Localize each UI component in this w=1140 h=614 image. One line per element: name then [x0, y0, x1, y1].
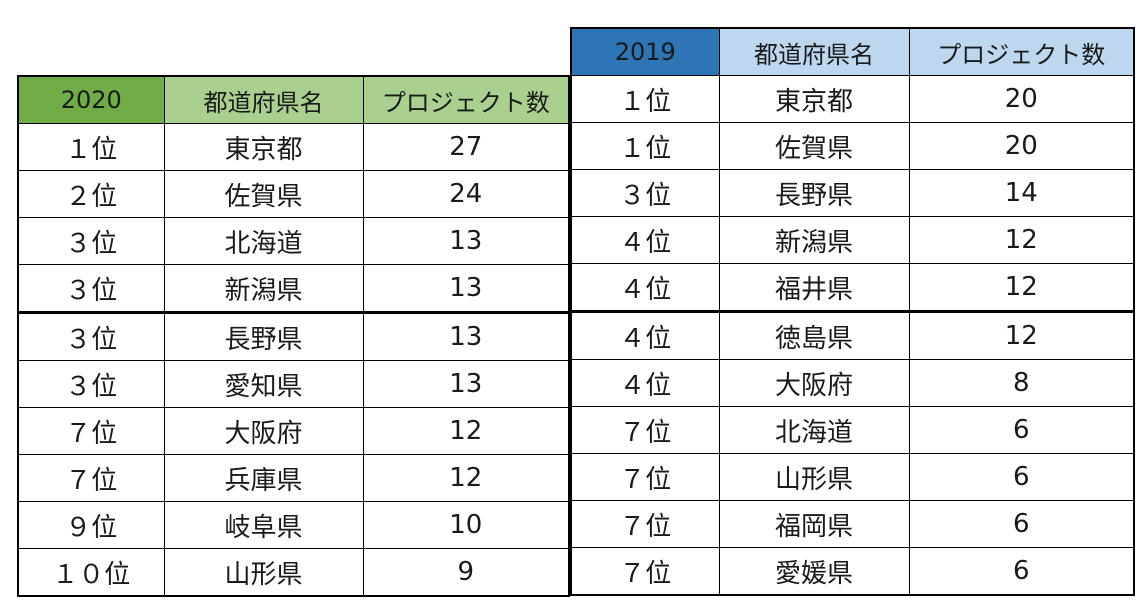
- prefecture-cell: 愛媛県: [718, 547, 910, 596]
- table-row: ２位 佐賀県 24: [17, 170, 570, 218]
- projects-cell: 20: [908, 75, 1135, 123]
- prefecture-cell: 北海道: [718, 406, 910, 454]
- table-2019-header: 2019 都道府県名 プロジェクト数: [570, 27, 1135, 76]
- projects-cell: 12: [908, 310, 1135, 360]
- prefecture-cell: 兵庫県: [163, 454, 364, 502]
- prefecture-cell: 佐賀県: [163, 170, 364, 218]
- rank-cell: ９位: [17, 501, 165, 549]
- prefecture-cell: 山形県: [163, 548, 364, 597]
- prefecture-cell: 愛知県: [163, 360, 364, 408]
- projects-cell: 14: [908, 169, 1135, 217]
- table-2019-prefecture-header: 都道府県名: [718, 27, 910, 76]
- projects-cell: 12: [362, 407, 570, 455]
- table-2020-projects-header: プロジェクト数: [362, 75, 570, 124]
- rank-cell: ４位: [570, 216, 720, 264]
- table-row: ９位 岐阜県 10: [17, 501, 570, 549]
- prefecture-cell: 徳島県: [718, 310, 910, 360]
- rank-cell: ７位: [570, 547, 720, 596]
- projects-cell: 12: [362, 454, 570, 502]
- rank-cell: ２位: [17, 170, 165, 218]
- table-row: ３位 愛知県 13: [17, 360, 570, 408]
- projects-cell: 6: [908, 406, 1135, 454]
- prefecture-cell: 大阪府: [163, 407, 364, 455]
- prefecture-cell: 東京都: [163, 123, 364, 171]
- prefecture-cell: 福岡県: [718, 500, 910, 548]
- table-row: ７位 山形県 6: [570, 453, 1135, 501]
- rank-cell: １位: [570, 75, 720, 123]
- prefecture-cell: 岐阜県: [163, 501, 364, 549]
- rank-cell: ４位: [570, 359, 720, 407]
- prefecture-cell: 佐賀県: [718, 122, 910, 170]
- table-row: ７位 大阪府 12: [17, 407, 570, 455]
- table-2020-prefecture-header: 都道府県名: [163, 75, 364, 124]
- table-2020-header: 2020 都道府県名 プロジェクト数: [17, 75, 570, 124]
- table-row: １位 東京都 20: [570, 75, 1135, 123]
- table-row: １位 佐賀県 20: [570, 122, 1135, 170]
- projects-cell: 27: [362, 123, 570, 171]
- projects-cell: 12: [908, 263, 1135, 312]
- table-row: ３位 長野県 13: [17, 311, 570, 361]
- rank-cell: １位: [570, 122, 720, 170]
- table-row: ７位 福岡県 6: [570, 500, 1135, 548]
- rank-cell: １位: [17, 123, 165, 171]
- prefecture-cell: 長野県: [163, 311, 364, 361]
- rank-cell: ７位: [570, 500, 720, 548]
- prefecture-cell: 山形県: [718, 453, 910, 501]
- table-2019-projects-header: プロジェクト数: [908, 27, 1135, 76]
- projects-cell: 8: [908, 359, 1135, 407]
- table-row: ３位 長野県 14: [570, 169, 1135, 217]
- rank-cell: ７位: [570, 406, 720, 454]
- rank-cell: ７位: [17, 454, 165, 502]
- ranking-table-2020: 2020 都道府県名 プロジェクト数 １位 東京都 27 ２位 佐賀県 24 ３位 北海道 13…: [17, 75, 570, 597]
- table-row: ４位 福井県 12: [570, 263, 1135, 312]
- rank-cell: ３位: [17, 360, 165, 408]
- rank-cell: ３位: [17, 217, 165, 265]
- projects-cell: 6: [908, 547, 1135, 596]
- table-row: ３位 北海道 13: [17, 217, 570, 265]
- table-row: １０位 山形県 9: [17, 548, 570, 597]
- projects-cell: 10: [362, 501, 570, 549]
- table-row: ４位 徳島県 12: [570, 310, 1135, 360]
- prefecture-cell: 福井県: [718, 263, 910, 312]
- projects-cell: 9: [362, 548, 570, 597]
- rank-cell: ３位: [17, 264, 165, 313]
- prefecture-cell: 新潟県: [163, 264, 364, 313]
- ranking-table-2019: 2019 都道府県名 プロジェクト数 １位 東京都 20 １位 佐賀県 20 ３位 長野県 14…: [570, 27, 1135, 596]
- table-row: ４位 大阪府 8: [570, 359, 1135, 407]
- projects-cell: 13: [362, 264, 570, 313]
- projects-cell: 13: [362, 360, 570, 408]
- table-row: ７位 兵庫県 12: [17, 454, 570, 502]
- prefecture-cell: 長野県: [718, 169, 910, 217]
- prefecture-cell: 北海道: [163, 217, 364, 265]
- prefecture-cell: 東京都: [718, 75, 910, 123]
- table-2020-header-row: 2020 都道府県名 プロジェクト数: [17, 75, 570, 124]
- rank-cell: ７位: [17, 407, 165, 455]
- table-2019-year-header: 2019: [570, 27, 720, 76]
- prefecture-cell: 大阪府: [718, 359, 910, 407]
- table-row: ７位 北海道 6: [570, 406, 1135, 454]
- table-row: １位 東京都 27: [17, 123, 570, 171]
- table-row: ３位 新潟県 13: [17, 264, 570, 313]
- table-2019-body: １位 東京都 20 １位 佐賀県 20 ３位 長野県 14 ４位 新潟県 12 ４位 福井県 12 ４位 徳島県…: [570, 75, 1135, 596]
- rank-cell: ７位: [570, 453, 720, 501]
- rank-cell: １０位: [17, 548, 165, 597]
- table-2019-header-row: 2019 都道府県名 プロジェクト数: [570, 27, 1135, 76]
- projects-cell: 20: [908, 122, 1135, 170]
- rank-cell: ３位: [17, 311, 165, 361]
- rank-cell: ４位: [570, 263, 720, 312]
- table-row: ４位 新潟県 12: [570, 216, 1135, 264]
- prefecture-cell: 新潟県: [718, 216, 910, 264]
- table-2020-year-header: 2020: [17, 75, 165, 124]
- rank-cell: ３位: [570, 169, 720, 217]
- projects-cell: 13: [362, 311, 570, 361]
- projects-cell: 12: [908, 216, 1135, 264]
- projects-cell: 13: [362, 217, 570, 265]
- projects-cell: 6: [908, 500, 1135, 548]
- projects-cell: 24: [362, 170, 570, 218]
- table-2020-body: １位 東京都 27 ２位 佐賀県 24 ３位 北海道 13 ３位 新潟県 13 ３位 長野県 13 ３位 愛知県…: [17, 123, 570, 597]
- rank-cell: ４位: [570, 310, 720, 360]
- projects-cell: 6: [908, 453, 1135, 501]
- table-row: ７位 愛媛県 6: [570, 547, 1135, 596]
